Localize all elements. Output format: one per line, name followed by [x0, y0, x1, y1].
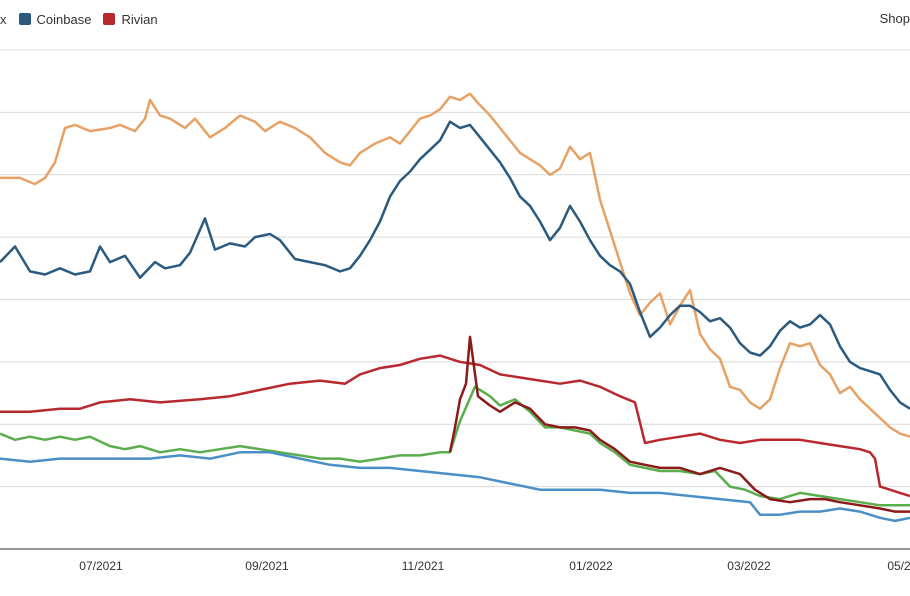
- legend-item-rivian[interactable]: Rivian: [103, 11, 158, 27]
- series-line-coinbase: [0, 120, 910, 410]
- legend-item-shop[interactable]: Shop: [879, 11, 910, 26]
- series-line-unnamed-5: [0, 451, 910, 523]
- x-tick-label: 03/2022: [727, 559, 771, 573]
- chart-series: [0, 92, 910, 523]
- legend-swatch-coinbase: [18, 13, 31, 25]
- legend-item-x[interactable]: x: [0, 12, 7, 27]
- legend-item-coinbase[interactable]: Coinbase: [18, 11, 92, 27]
- x-tick-label: 09/2021: [245, 559, 289, 573]
- x-axis: 07/2021 09/2021 11/2021 01/2022 03/2022 05/2: [0, 548, 910, 573]
- series-line-rivian: [0, 354, 910, 498]
- x-tick-label: 05/2: [887, 559, 910, 573]
- series-line-unnamed-4: [448, 335, 910, 513]
- legend-label-rivian: Rivian: [121, 11, 158, 27]
- series-line-x: [0, 92, 910, 438]
- x-tick-label: 11/2021: [402, 559, 445, 573]
- series-line-unnamed-3: [0, 385, 910, 507]
- x-tick-label: 07/2021: [79, 559, 123, 573]
- chart-legend: x Coinbase Rivian: [0, 9, 164, 29]
- legend-label-coinbase: Coinbase: [36, 11, 92, 27]
- legend-swatch-rivian: [103, 13, 116, 25]
- legend-label-x: x: [0, 11, 7, 27]
- x-tick-label: 01/2022: [569, 559, 613, 573]
